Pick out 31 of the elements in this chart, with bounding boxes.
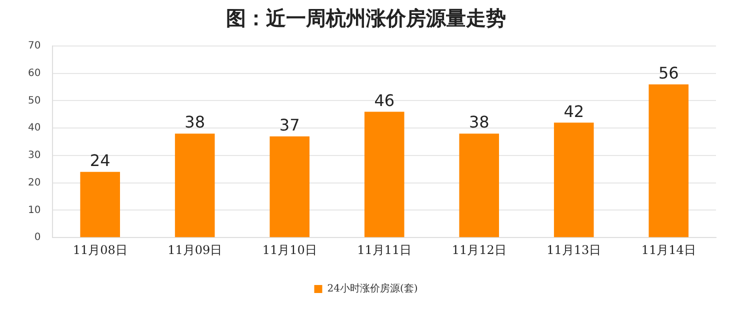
- y-tick-label: 0: [34, 232, 41, 244]
- legend-label: 24小时涨价房源(套): [327, 282, 418, 295]
- y-tick-label: 50: [28, 95, 41, 106]
- bar: [80, 172, 120, 238]
- data-label: 37: [279, 115, 300, 134]
- bar: [459, 134, 500, 238]
- x-tick-label: 11月08日: [72, 242, 128, 257]
- x-tick-label: 11月11日: [357, 242, 412, 257]
- bar: [270, 136, 310, 238]
- y-tick-label: 30: [28, 150, 41, 162]
- data-label: 56: [658, 63, 679, 82]
- chart-title: 图：近一周杭州涨价房源量走势: [226, 6, 506, 30]
- data-label: 24: [90, 151, 110, 170]
- data-label: 38: [184, 112, 206, 132]
- bar: [554, 122, 594, 238]
- x-tick-label: 11月14日: [641, 242, 696, 257]
- y-tick-label: 40: [28, 122, 41, 134]
- x-tick-label: 11月13日: [546, 242, 602, 257]
- data-label: 42: [564, 102, 584, 121]
- bar: [364, 112, 404, 238]
- y-tick-label: 70: [28, 40, 41, 52]
- bar: [648, 84, 689, 238]
- bar: [174, 134, 215, 238]
- data-label: 46: [374, 90, 395, 110]
- y-tick-label: 10: [28, 204, 41, 216]
- x-tick-label: 11月12日: [452, 242, 506, 257]
- x-tick-label: 11月10日: [262, 242, 317, 257]
- data-label: 38: [468, 112, 490, 132]
- y-tick-label: 60: [28, 68, 41, 79]
- y-tick-label: 20: [28, 177, 41, 188]
- x-tick-label: 11月09日: [168, 242, 222, 257]
